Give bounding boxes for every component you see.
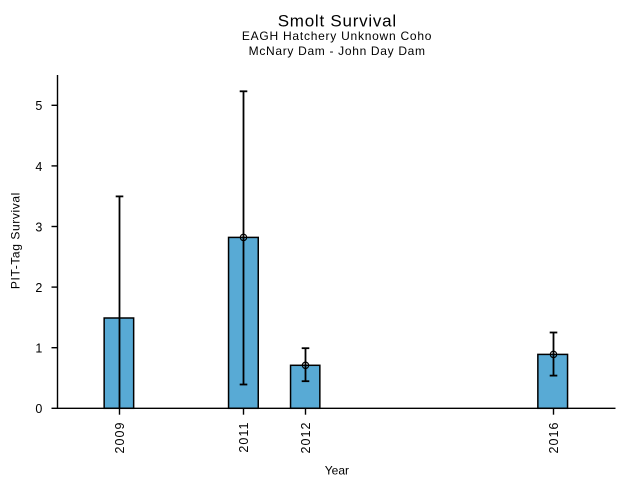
- svg-text:2016: 2016: [547, 422, 561, 454]
- svg-text:PIT-Tag Survival: PIT-Tag Survival: [9, 192, 23, 289]
- svg-text:Smolt Survival: Smolt Survival: [278, 12, 397, 31]
- svg-text:Year: Year: [325, 463, 349, 477]
- svg-text:3: 3: [35, 220, 42, 234]
- svg-text:2012: 2012: [299, 422, 313, 454]
- svg-text:McNary Dam - John Day Dam: McNary Dam - John Day Dam: [249, 44, 426, 58]
- svg-text:4: 4: [35, 160, 42, 174]
- svg-text:0: 0: [35, 402, 42, 416]
- svg-text:1: 1: [35, 342, 42, 356]
- svg-text:2: 2: [35, 281, 42, 295]
- svg-text:2011: 2011: [237, 422, 251, 453]
- svg-text:5: 5: [35, 99, 42, 113]
- svg-text:EAGH Hatchery Unknown Coho: EAGH Hatchery Unknown Coho: [242, 29, 432, 43]
- svg-text:2009: 2009: [113, 422, 127, 454]
